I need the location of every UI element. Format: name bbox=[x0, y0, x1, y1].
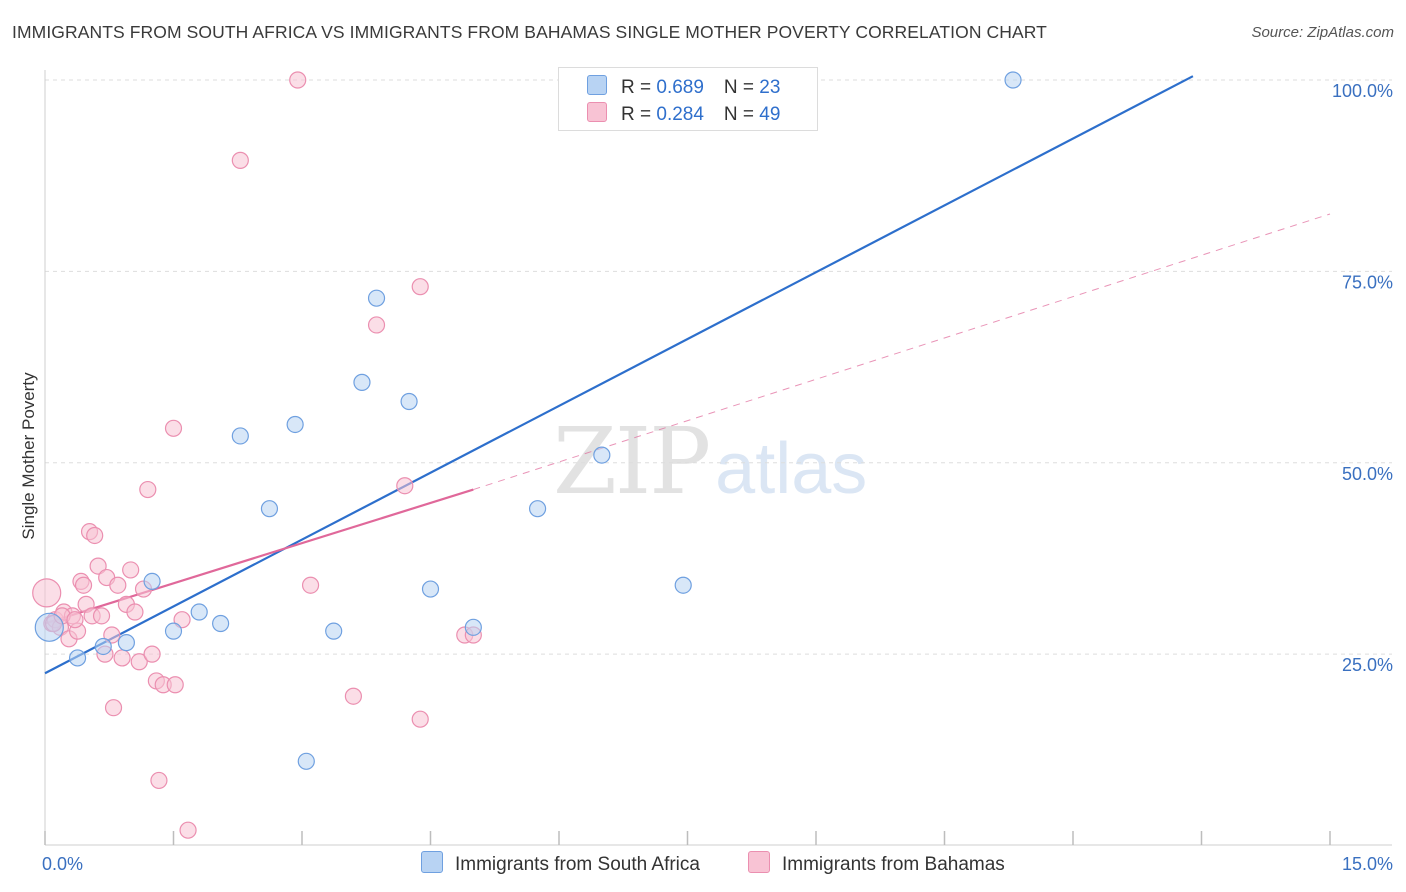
legend-item-south-africa[interactable]: Immigrants from South Africa bbox=[421, 851, 700, 876]
legend-n-label: N = bbox=[723, 77, 760, 98]
data-point-bahamas bbox=[113, 649, 131, 667]
data-point-bahamas bbox=[150, 771, 168, 790]
data-point-bahamas bbox=[126, 603, 144, 621]
data-point-bahamas bbox=[92, 607, 111, 625]
data-point-bahamas bbox=[411, 278, 429, 296]
data-point-south-africa bbox=[212, 614, 230, 633]
data-point-bahamas bbox=[130, 653, 148, 671]
y-tick-label: 75.0% bbox=[1342, 272, 1393, 292]
y-axis-title: Single Mother Poverty bbox=[19, 372, 38, 540]
data-point-bahamas bbox=[344, 687, 362, 705]
trend-line-bahamas-extension bbox=[473, 213, 1331, 491]
legend-r-value: 0.689 bbox=[656, 77, 704, 98]
data-point-south-africa bbox=[68, 649, 87, 667]
tick-labels: 25.0% 50.0% 75.0% 100.0% 0.0% 15.0% Single Mot… bbox=[19, 81, 1393, 874]
data-point-bahamas bbox=[32, 578, 62, 608]
data-point-south-africa bbox=[34, 612, 64, 642]
trend-line-south-africa bbox=[44, 75, 1194, 675]
data-point-south-africa bbox=[297, 752, 315, 770]
stats-legend: R = 0.689 N = 23 R = 0.284 N = 49 bbox=[558, 67, 818, 131]
y-tick-label: 50.0% bbox=[1342, 464, 1393, 484]
legend-n-value: 23 bbox=[759, 77, 781, 98]
data-point-south-africa bbox=[325, 622, 343, 640]
data-point-south-africa bbox=[117, 634, 135, 652]
x-tick-label: 0.0% bbox=[42, 854, 83, 874]
data-point-south-africa bbox=[143, 572, 161, 591]
x-tick-label: 15.0% bbox=[1342, 854, 1393, 874]
data-point-bahamas bbox=[139, 480, 157, 499]
data-point-bahamas bbox=[179, 821, 197, 839]
data-point-south-africa bbox=[528, 500, 547, 518]
legend-n-label: N = bbox=[723, 104, 760, 125]
data-point-bahamas bbox=[89, 557, 107, 575]
data-point-bahamas bbox=[289, 71, 307, 89]
legend-swatch-blue bbox=[587, 75, 607, 95]
legend-r-value: 0.284 bbox=[656, 104, 704, 125]
data-point-bahamas bbox=[411, 710, 429, 728]
legend-row-bahamas: R = 0.284 N = 49 bbox=[587, 102, 780, 126]
y-tick-label: 25.0% bbox=[1342, 655, 1393, 675]
data-point-bahamas bbox=[164, 419, 183, 437]
data-point-bahamas bbox=[173, 611, 191, 629]
data-point-bahamas bbox=[231, 151, 249, 169]
data-points bbox=[32, 71, 1022, 839]
data-point-south-africa bbox=[464, 618, 482, 636]
legend-swatch-blue bbox=[421, 851, 443, 873]
data-point-bahamas bbox=[109, 576, 127, 594]
data-point-bahamas bbox=[301, 576, 320, 594]
legend-label-bahamas: Immigrants from Bahamas bbox=[782, 854, 1005, 875]
data-point-south-africa bbox=[367, 289, 386, 307]
legend-r-label: R = bbox=[621, 104, 657, 125]
data-point-bahamas bbox=[166, 676, 184, 694]
trend-lines bbox=[44, 75, 1331, 675]
data-point-bahamas bbox=[367, 316, 386, 334]
data-point-bahamas bbox=[104, 699, 123, 717]
data-point-bahamas bbox=[396, 477, 414, 495]
data-point-south-africa bbox=[94, 637, 112, 656]
legend-item-bahamas[interactable]: Immigrants from Bahamas bbox=[748, 851, 1005, 876]
legend-row-south-africa: R = 0.689 N = 23 bbox=[587, 75, 780, 99]
axes bbox=[44, 70, 1392, 846]
data-point-bahamas bbox=[122, 561, 140, 579]
data-point-south-africa bbox=[286, 415, 304, 434]
data-point-south-africa bbox=[674, 576, 692, 594]
legend-swatch-pink bbox=[748, 851, 770, 873]
source-credit: Source: ZipAtlas.com bbox=[1251, 24, 1394, 41]
data-point-bahamas bbox=[74, 576, 93, 594]
data-point-south-africa bbox=[353, 373, 371, 391]
data-point-south-africa bbox=[1004, 71, 1022, 89]
data-point-south-africa bbox=[400, 392, 418, 411]
data-point-south-africa bbox=[164, 622, 183, 640]
data-point-bahamas bbox=[103, 626, 121, 644]
data-point-south-africa bbox=[190, 603, 208, 621]
data-point-south-africa bbox=[593, 446, 611, 464]
trend-line-bahamas bbox=[44, 488, 474, 625]
legend-swatch-pink bbox=[587, 102, 607, 122]
data-point-south-africa bbox=[260, 500, 279, 518]
y-tick-label: 100.0% bbox=[1332, 81, 1393, 101]
chart-title: IMMIGRANTS FROM SOUTH AFRICA VS IMMIGRAN… bbox=[12, 22, 1047, 42]
data-point-south-africa bbox=[421, 580, 440, 598]
data-point-bahamas bbox=[66, 611, 84, 629]
data-point-bahamas bbox=[86, 526, 104, 545]
legend-label-south-africa: Immigrants from South Africa bbox=[455, 854, 700, 875]
legend-n-value: 49 bbox=[759, 104, 781, 125]
data-point-south-africa bbox=[231, 427, 249, 445]
data-point-bahamas bbox=[143, 645, 161, 663]
legend-r-label: R = bbox=[621, 77, 657, 98]
